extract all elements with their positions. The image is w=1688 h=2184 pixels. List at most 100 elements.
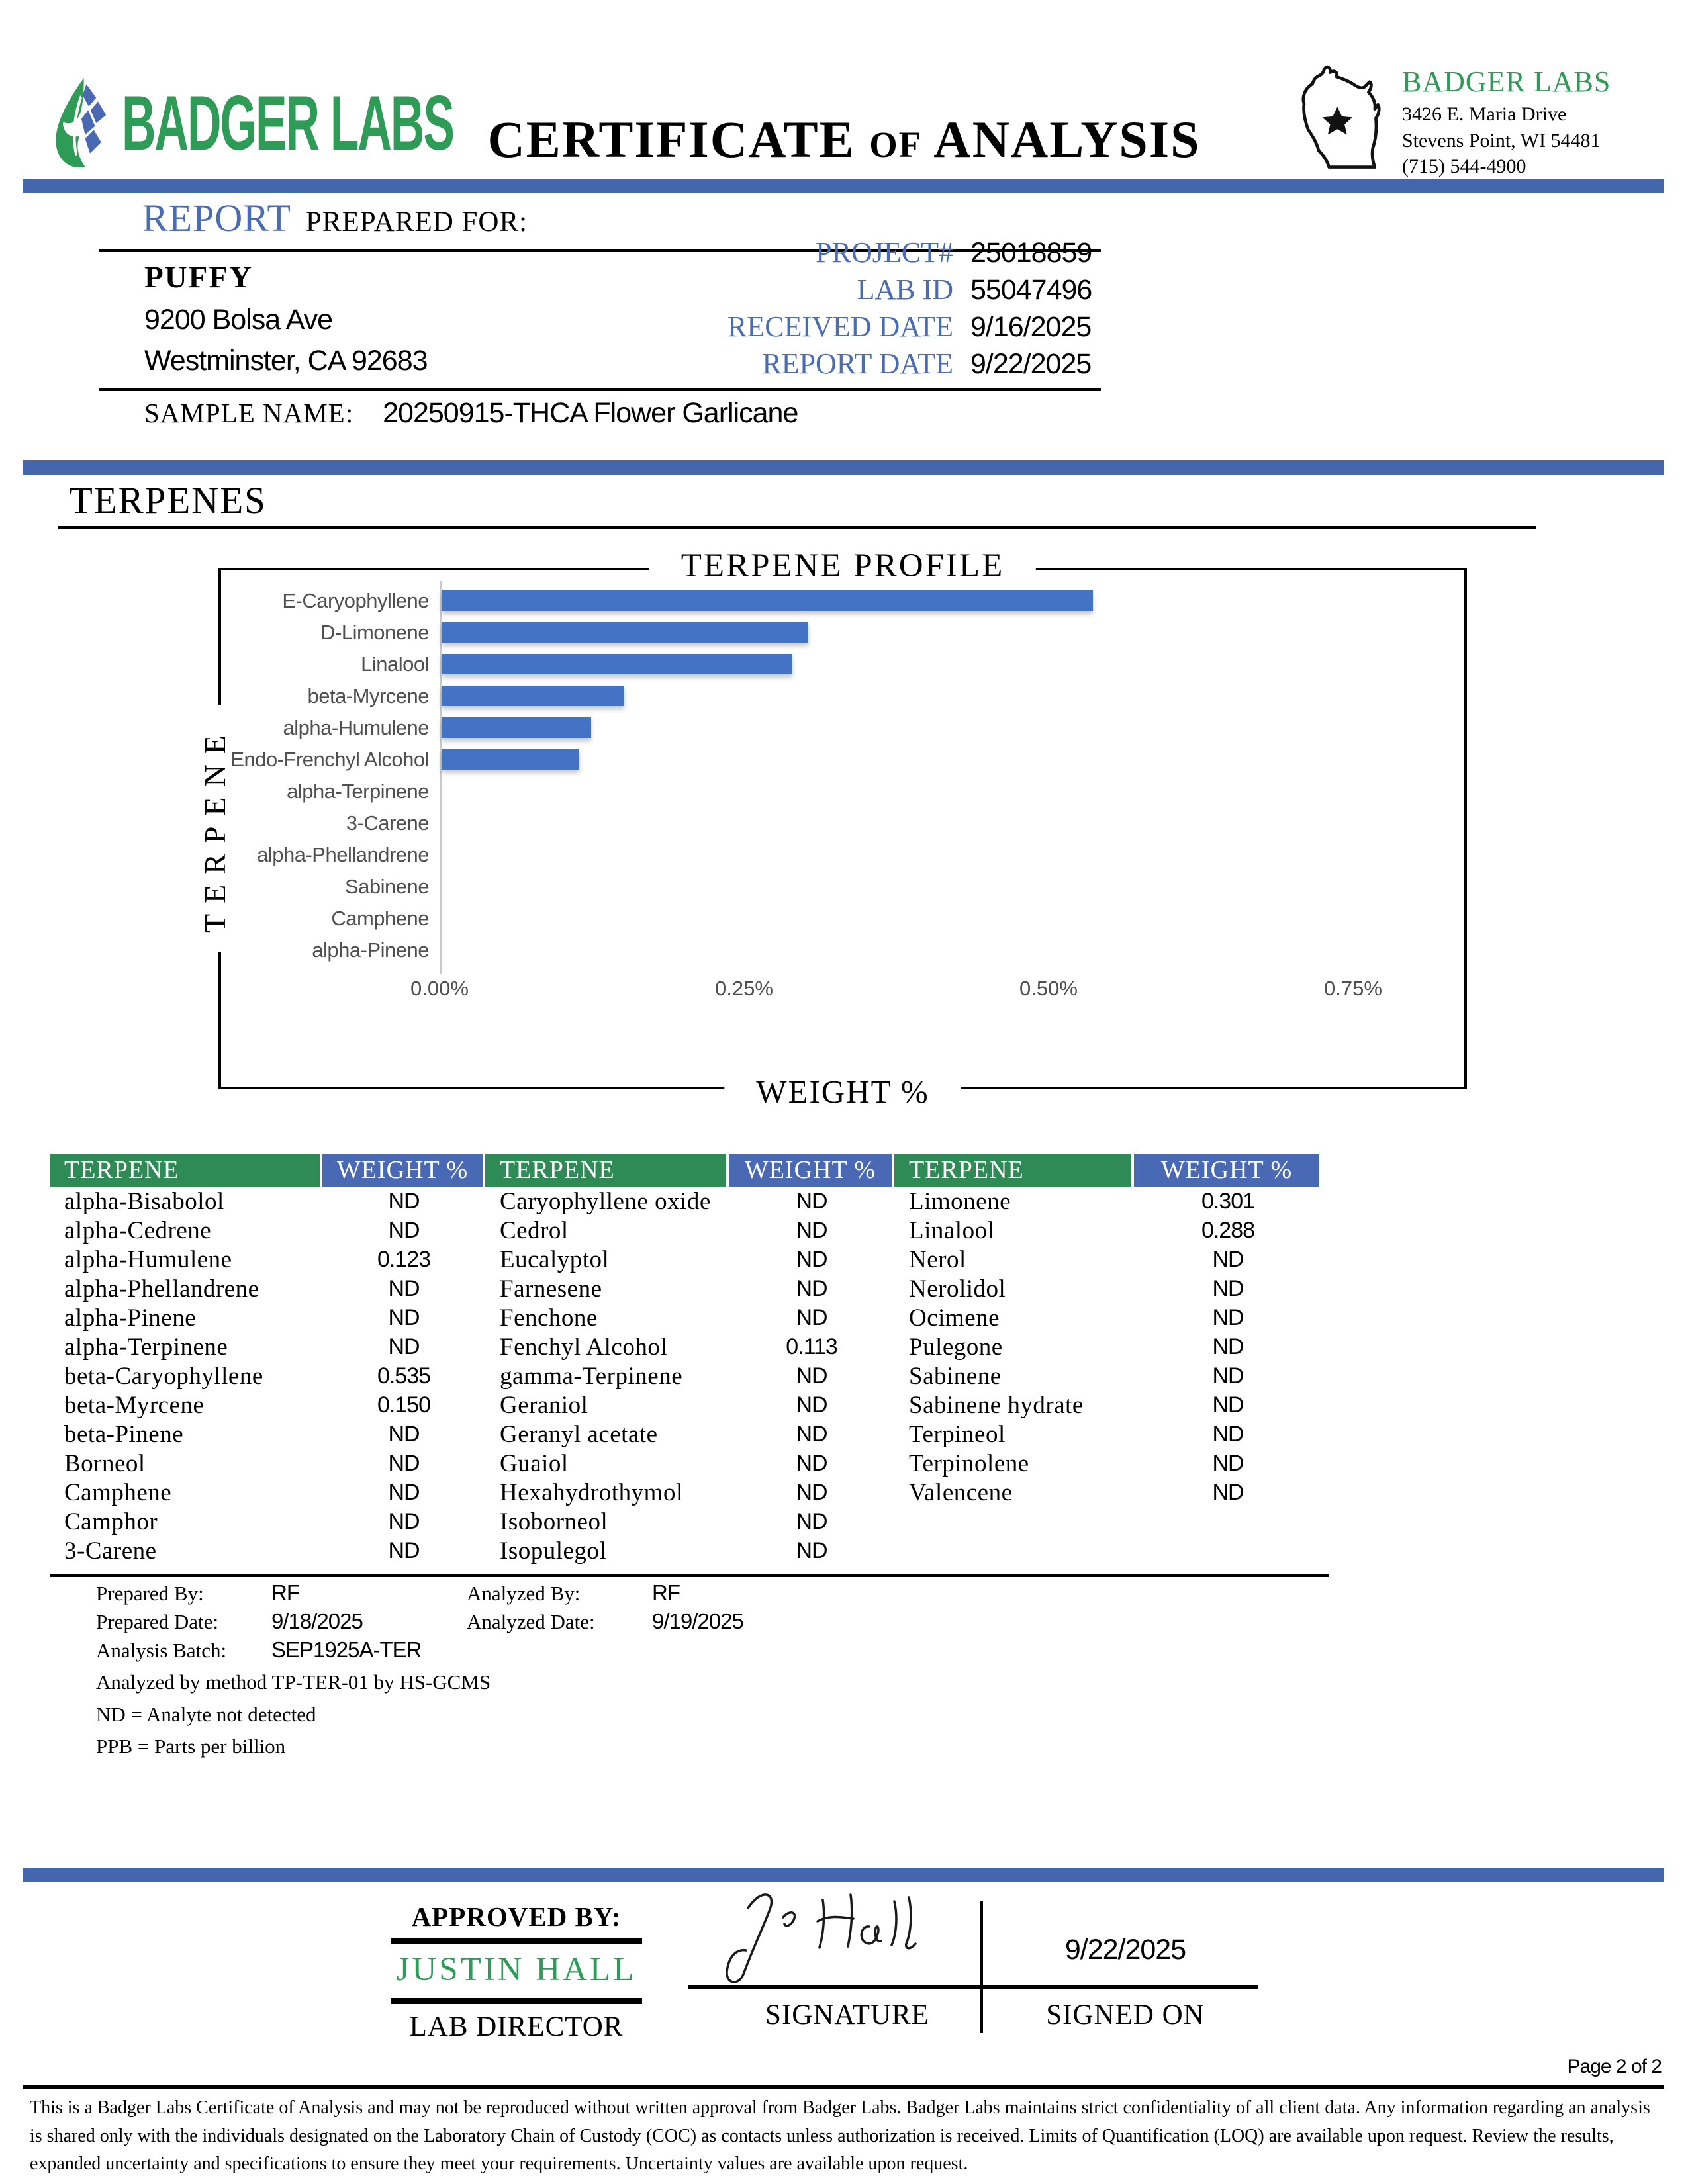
terpene-weight: 0.113 <box>786 1334 838 1359</box>
terpene-name: Limonene <box>909 1187 1011 1215</box>
chart-category-label: 3-Carene <box>346 811 430 835</box>
report-field-label: PROJECT# <box>816 236 953 269</box>
terpene-weight: ND <box>796 1188 827 1214</box>
analyzed-date-value: 9/19/2025 <box>652 1609 744 1633</box>
chart-x-axis-label: WEIGHT % <box>724 1073 961 1111</box>
section-title: TERPENES <box>70 480 267 522</box>
terpene-name: alpha-Bisabolol <box>64 1187 224 1215</box>
terpene-weight: ND <box>1212 1275 1244 1301</box>
prepared-for-word: PREPARED FOR: <box>305 206 528 238</box>
report-field-label: LAB ID <box>857 273 953 306</box>
chart-bar <box>442 749 579 770</box>
prepared-date-value: 9/18/2025 <box>271 1609 363 1633</box>
table-header-row: TERPENE WEIGHT % <box>894 1154 1322 1187</box>
table-row: Isopulegol ND <box>485 1536 894 1565</box>
report-field-value: 9/16/2025 <box>970 311 1092 343</box>
x-tick-label: 0.00% <box>410 977 469 1000</box>
leaf-logo-icon <box>56 77 107 168</box>
terpene-weight: ND <box>388 1508 420 1534</box>
report-field-row-3: REPORT DATE 9/22/2025 <box>682 347 1105 384</box>
chart-row: alpha-Humulene <box>221 712 1460 744</box>
terpene-name: Pulegone <box>909 1333 1003 1361</box>
report-word: REPORT <box>142 197 291 240</box>
chart-row: Linalool <box>221 649 1460 680</box>
analyzed-by-value: RF <box>652 1580 680 1605</box>
analysis-batch-row: Analysis Batch: SEP1925A-TER <box>96 1637 743 1666</box>
chart-category-label: Camphene <box>331 907 429 930</box>
terpene-name: 3-Carene <box>64 1537 157 1565</box>
x-tick-label: 0.50% <box>1019 977 1078 1000</box>
terpene-weight: ND <box>1212 1450 1244 1476</box>
chart-bar-track <box>442 649 1460 680</box>
terpene-name: Geranyl acetate <box>500 1420 658 1448</box>
terpene-weight: ND <box>796 1537 827 1563</box>
client-info: PUFFY 9200 Bolsa Ave Westminster, CA 926… <box>144 259 428 377</box>
chart-axis-line <box>440 581 442 974</box>
terpene-name: alpha-Humulene <box>64 1246 232 1273</box>
table-row: Cedrol ND <box>485 1216 894 1245</box>
table-row: Terpinolene ND <box>894 1449 1322 1478</box>
table-row: Nerolidol ND <box>894 1274 1322 1303</box>
signed-on-label: SIGNED ON <box>1046 1999 1205 2030</box>
table-row: Sabinene ND <box>894 1361 1322 1390</box>
report-field-row-1: LAB ID 55047496 <box>682 273 1105 310</box>
sample-name-value: 20250915-THCA Flower Garlicane <box>383 397 798 429</box>
terpene-name: Eucalyptol <box>500 1246 610 1273</box>
lab-address-line1: 3426 E. Maria Drive <box>1402 103 1567 125</box>
approver-title: LAB DIRECTOR <box>409 2011 624 2042</box>
lab-name: BADGER LABS <box>1402 66 1611 98</box>
terpene-weight: ND <box>1212 1363 1244 1388</box>
chart-bars-area: E-Caryophyllene D-Limonene Linalool beta-My… <box>221 585 1460 966</box>
table-row: Fenchone ND <box>485 1303 894 1332</box>
report-fields: PROJECT# 25018859 LAB ID 55047496 RECEIVED D… <box>682 236 1105 384</box>
sample-name-row: SAMPLE NAME: 20250915-THCA Flower Garlic… <box>144 397 798 430</box>
ppb-note: PPB = Parts per billion <box>96 1735 286 1758</box>
chart-category-label: alpha-Phellandrene <box>257 843 429 866</box>
chart-category-label: alpha-Terpinene <box>287 780 429 803</box>
terpene-name: Camphene <box>64 1479 172 1506</box>
terpene-name: Farnesene <box>500 1275 602 1302</box>
approved-by-label: APPROVED BY: <box>411 1901 622 1932</box>
chart-bar <box>442 686 624 706</box>
table-row: Linalool 0.288 <box>894 1216 1322 1245</box>
chart-bar-track <box>442 871 1460 903</box>
table-row: Geranyl acetate ND <box>485 1420 894 1449</box>
table-row: gamma-Terpinene ND <box>485 1361 894 1390</box>
table-row: Eucalyptol ND <box>485 1245 894 1274</box>
terpene-name: Geraniol <box>500 1391 588 1419</box>
method-note: Analyzed by method TP-TER-01 by HS-GCMS <box>96 1670 491 1694</box>
terpene-weight: ND <box>796 1275 827 1301</box>
terpene-results-table: TERPENE WEIGHT % alpha-Bisabolol ND alpha-Ce… <box>50 1154 1322 1565</box>
prepared-analyzed-by-row: Prepared By: RF Analyzed By: RF <box>96 1580 743 1609</box>
terpene-name: Isoborneol <box>500 1508 608 1535</box>
signature-image <box>726 1893 917 1983</box>
terpene-name: Terpineol <box>909 1420 1006 1448</box>
terpene-weight: ND <box>796 1392 827 1418</box>
table-row: Valencene ND <box>894 1478 1322 1507</box>
chart-bar-track <box>442 807 1460 839</box>
terpene-table-group-3: TERPENE WEIGHT % Limonene 0.301 Linalool 0.28… <box>894 1154 1322 1507</box>
leaf-shape <box>56 77 85 168</box>
terpene-name: Fenchone <box>500 1304 598 1332</box>
footer-rule <box>23 2085 1664 2089</box>
table-row: beta-Caryophyllene 0.535 <box>50 1361 485 1390</box>
chart-row: alpha-Terpinene <box>221 776 1460 807</box>
terpene-weight: ND <box>796 1421 827 1447</box>
terpene-name: alpha-Cedrene <box>64 1216 212 1244</box>
report-field-value: 25018859 <box>970 237 1092 269</box>
prepared-by-label: Prepared By: <box>96 1582 204 1605</box>
terpene-name: Sabinene hydrate <box>909 1391 1084 1419</box>
table-row: Guaiol ND <box>485 1449 894 1478</box>
approver-name-rule <box>391 1998 642 2004</box>
signature-line <box>688 1985 1258 1989</box>
terpene-name: Guaiol <box>500 1449 569 1477</box>
chart-bar <box>442 654 792 674</box>
rule-above-sample-name <box>99 388 1101 391</box>
terpene-name: Cedrol <box>500 1216 569 1244</box>
terpene-table-group-1: TERPENE WEIGHT % alpha-Bisabolol ND alpha-Ce… <box>50 1154 485 1565</box>
report-field-label: REPORT DATE <box>762 347 953 380</box>
terpene-name: Linalool <box>909 1216 995 1244</box>
chart-bar-track <box>442 617 1460 649</box>
leaf-facet <box>85 130 101 154</box>
